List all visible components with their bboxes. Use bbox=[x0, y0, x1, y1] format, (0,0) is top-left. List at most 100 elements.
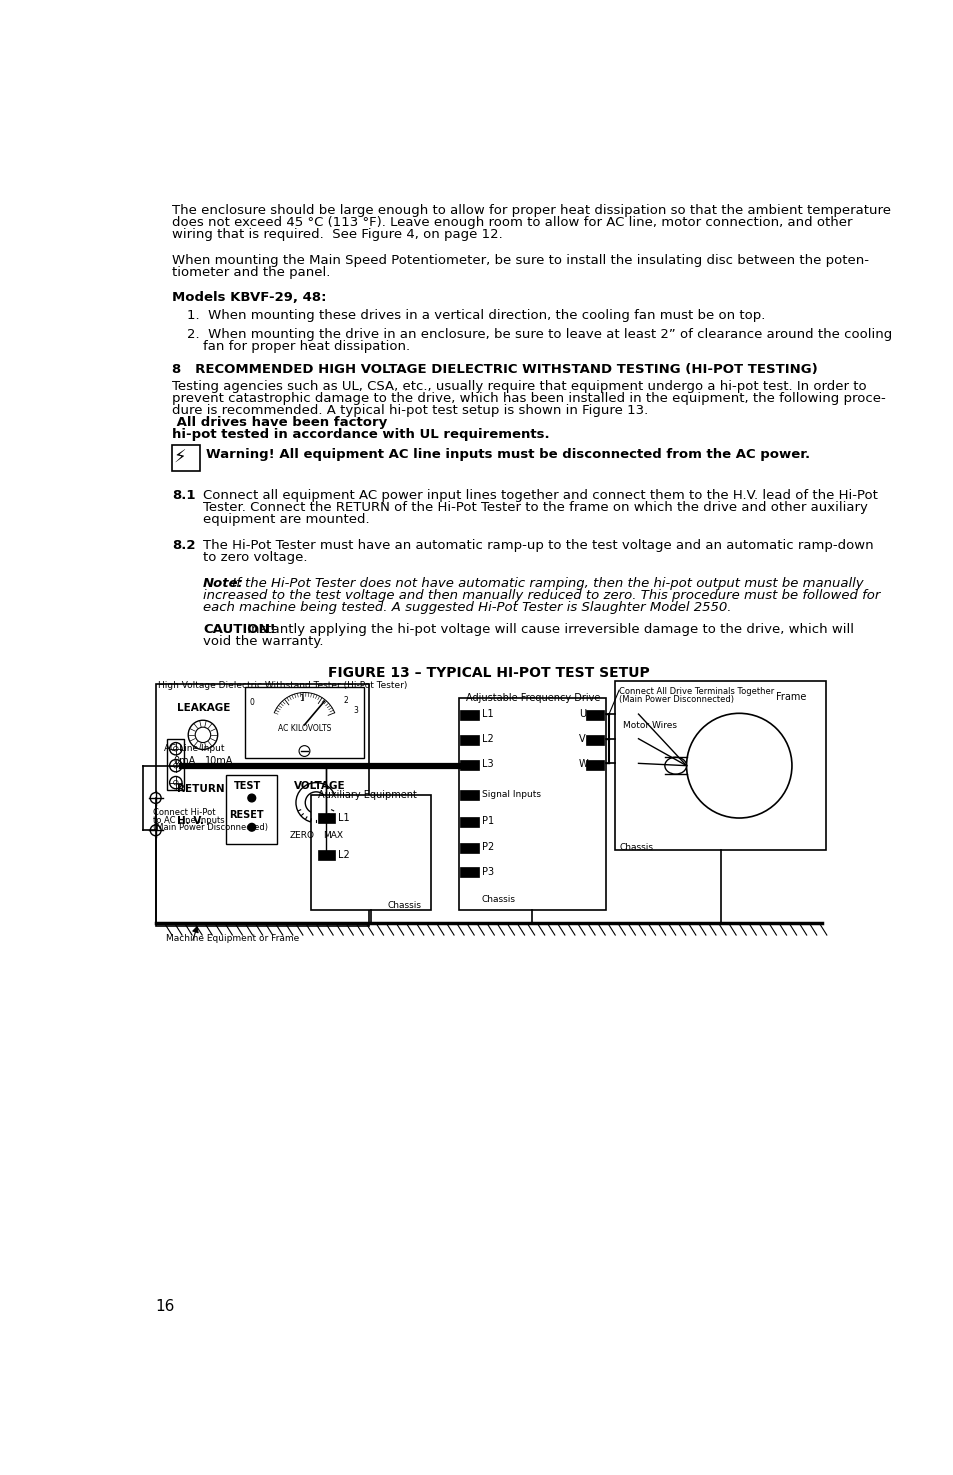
Text: L2: L2 bbox=[481, 735, 494, 743]
Text: P1: P1 bbox=[481, 817, 494, 826]
Text: CAUTION!: CAUTION! bbox=[203, 624, 275, 636]
Circle shape bbox=[170, 760, 182, 771]
Text: Adjustable Frequency Drive: Adjustable Frequency Drive bbox=[466, 693, 600, 704]
Text: AC Line Input: AC Line Input bbox=[164, 743, 225, 754]
Bar bbox=[226, 774, 277, 844]
Bar bbox=[615, 681, 825, 851]
Text: does not exceed 45 °C (113 °F). Leave enough room to allow for AC line, motor co: does not exceed 45 °C (113 °F). Leave en… bbox=[172, 215, 852, 229]
Circle shape bbox=[248, 794, 255, 802]
Circle shape bbox=[295, 783, 335, 823]
Circle shape bbox=[305, 792, 327, 813]
Bar bbox=[317, 851, 335, 860]
Text: 16: 16 bbox=[155, 1299, 174, 1314]
Circle shape bbox=[170, 776, 182, 789]
Text: Models KBVF-29, 48:: Models KBVF-29, 48: bbox=[172, 291, 326, 304]
Text: L3: L3 bbox=[481, 758, 493, 768]
Text: H. V.: H. V. bbox=[177, 817, 204, 826]
Text: All drives have been factory: All drives have been factory bbox=[172, 416, 387, 429]
Circle shape bbox=[188, 720, 217, 749]
Text: When mounting the Main Speed Potentiometer, be sure to install the insulating di: When mounting the Main Speed Potentiomet… bbox=[172, 254, 868, 267]
Text: Connect all equipment AC power input lines together and connect them to the H.V.: Connect all equipment AC power input lin… bbox=[203, 490, 877, 502]
Bar bbox=[311, 795, 431, 910]
Text: fan for proper heat dissipation.: fan for proper heat dissipation. bbox=[203, 339, 410, 353]
Circle shape bbox=[150, 792, 161, 804]
Bar bbox=[459, 842, 478, 853]
Text: 3: 3 bbox=[353, 705, 357, 714]
Text: equipment are mounted.: equipment are mounted. bbox=[203, 513, 369, 527]
Text: hi-pot tested in accordance with UL requirements.: hi-pot tested in accordance with UL requ… bbox=[172, 428, 549, 441]
Bar bbox=[245, 687, 364, 758]
Ellipse shape bbox=[664, 757, 686, 774]
Text: Chassis: Chassis bbox=[618, 842, 653, 851]
Text: ⚡: ⚡ bbox=[173, 448, 186, 466]
Text: prevent catastrophic damage to the drive, which has been installed in the equipm: prevent catastrophic damage to the drive… bbox=[172, 392, 884, 406]
Circle shape bbox=[170, 742, 182, 755]
Text: Tester. Connect the RETURN of the Hi-Pot Tester to the frame on which the drive : Tester. Connect the RETURN of the Hi-Pot… bbox=[203, 502, 867, 515]
Text: P3: P3 bbox=[481, 866, 494, 876]
Bar bbox=[458, 698, 605, 910]
Text: 2.  When mounting the drive in an enclosure, be sure to leave at least 2” of cle: 2. When mounting the drive in an enclosu… bbox=[187, 327, 892, 341]
Text: 0: 0 bbox=[249, 698, 254, 707]
Text: dure is recommended. A typical hi-pot test setup is shown in Figure 13.: dure is recommended. A typical hi-pot te… bbox=[172, 404, 647, 417]
Text: AC KILOVOLTS: AC KILOVOLTS bbox=[277, 724, 331, 733]
Text: Frame: Frame bbox=[776, 692, 806, 702]
Text: Warning! All equipment AC line inputs must be disconnected from the AC power.: Warning! All equipment AC line inputs mu… bbox=[206, 447, 809, 460]
Bar bbox=[459, 817, 478, 827]
Bar bbox=[459, 791, 478, 801]
Text: to zero voltage.: to zero voltage. bbox=[203, 550, 307, 563]
Bar bbox=[459, 867, 478, 878]
Text: each machine being tested. A suggested Hi-Pot Tester is Slaughter Model 2550.: each machine being tested. A suggested H… bbox=[203, 600, 731, 614]
Bar bbox=[459, 735, 478, 745]
Text: 10mA: 10mA bbox=[204, 757, 233, 767]
Text: The Hi-Pot Tester must have an automatic ramp-up to the test voltage and an auto: The Hi-Pot Tester must have an automatic… bbox=[203, 538, 873, 552]
Circle shape bbox=[173, 764, 178, 768]
Text: increased to the test voltage and then manually reduced to zero. This procedure : increased to the test voltage and then m… bbox=[203, 589, 880, 602]
Bar bbox=[172, 444, 199, 471]
Text: Connect All Drive Terminals Together: Connect All Drive Terminals Together bbox=[618, 687, 774, 696]
Text: Chassis: Chassis bbox=[481, 895, 516, 904]
Text: (Main Power Disconnected): (Main Power Disconnected) bbox=[153, 823, 268, 832]
Text: void the warranty.: void the warranty. bbox=[203, 636, 323, 648]
Text: Connect Hi-Pot: Connect Hi-Pot bbox=[153, 808, 215, 817]
Text: (Main Power Disconnected): (Main Power Disconnected) bbox=[618, 695, 734, 704]
Text: Motor Wires: Motor Wires bbox=[622, 721, 677, 730]
Text: 1.  When mounting these drives in a vertical direction, the cooling fan must be : 1. When mounting these drives in a verti… bbox=[187, 310, 765, 323]
Text: RETURN: RETURN bbox=[177, 785, 225, 794]
Text: L2: L2 bbox=[337, 850, 349, 860]
Text: TEST: TEST bbox=[233, 782, 261, 791]
Circle shape bbox=[686, 714, 791, 819]
Text: 2: 2 bbox=[344, 696, 349, 705]
Text: High Voltage Dielectric Withstand Tester (Hi-Pot Tester): High Voltage Dielectric Withstand Tester… bbox=[158, 681, 407, 690]
Text: FIGURE 13 – TYPICAL HI-POT TEST SETUP: FIGURE 13 – TYPICAL HI-POT TEST SETUP bbox=[328, 665, 649, 680]
Text: 8   RECOMMENDED HIGH VOLTAGE DIELECTRIC WITHSTAND TESTING (HI-POT TESTING): 8 RECOMMENDED HIGH VOLTAGE DIELECTRIC WI… bbox=[172, 363, 817, 376]
Text: wiring that is required.  See Figure 4, on page 12.: wiring that is required. See Figure 4, o… bbox=[172, 227, 502, 240]
Text: RESET: RESET bbox=[229, 810, 264, 820]
Text: 8.1: 8.1 bbox=[172, 490, 195, 502]
Text: If the Hi-Pot Tester does not have automatic ramping, then the hi-pot output mus: If the Hi-Pot Tester does not have autom… bbox=[228, 577, 862, 590]
Circle shape bbox=[195, 727, 211, 742]
Text: 8.2: 8.2 bbox=[172, 538, 195, 552]
Text: The enclosure should be large enough to allow for proper heat dissipation so tha: The enclosure should be large enough to … bbox=[172, 204, 890, 217]
Text: Signal Inputs: Signal Inputs bbox=[481, 789, 540, 798]
Text: L1: L1 bbox=[481, 709, 493, 720]
Text: W: W bbox=[578, 758, 588, 768]
Circle shape bbox=[150, 825, 161, 836]
Text: Note:: Note: bbox=[203, 577, 244, 590]
Bar bbox=[167, 739, 184, 789]
Bar bbox=[459, 760, 478, 770]
Text: to AC Line Inputs: to AC Line Inputs bbox=[153, 816, 225, 825]
Circle shape bbox=[173, 780, 178, 785]
Text: Chassis: Chassis bbox=[387, 901, 421, 910]
Circle shape bbox=[173, 746, 178, 751]
Text: MAX: MAX bbox=[323, 830, 343, 841]
Text: P2: P2 bbox=[481, 842, 494, 853]
Text: 1: 1 bbox=[298, 695, 303, 704]
Text: 0mA: 0mA bbox=[173, 757, 195, 767]
Text: ZERO: ZERO bbox=[290, 830, 314, 841]
Text: Testing agencies such as UL, CSA, etc., usually require that equipment undergo a: Testing agencies such as UL, CSA, etc., … bbox=[172, 381, 865, 394]
Text: Instantly applying the hi-pot voltage will cause irreversible damage to the driv: Instantly applying the hi-pot voltage wi… bbox=[243, 624, 853, 636]
Bar bbox=[585, 735, 604, 745]
Bar bbox=[155, 684, 369, 926]
Bar bbox=[585, 711, 604, 720]
Bar bbox=[585, 760, 604, 770]
